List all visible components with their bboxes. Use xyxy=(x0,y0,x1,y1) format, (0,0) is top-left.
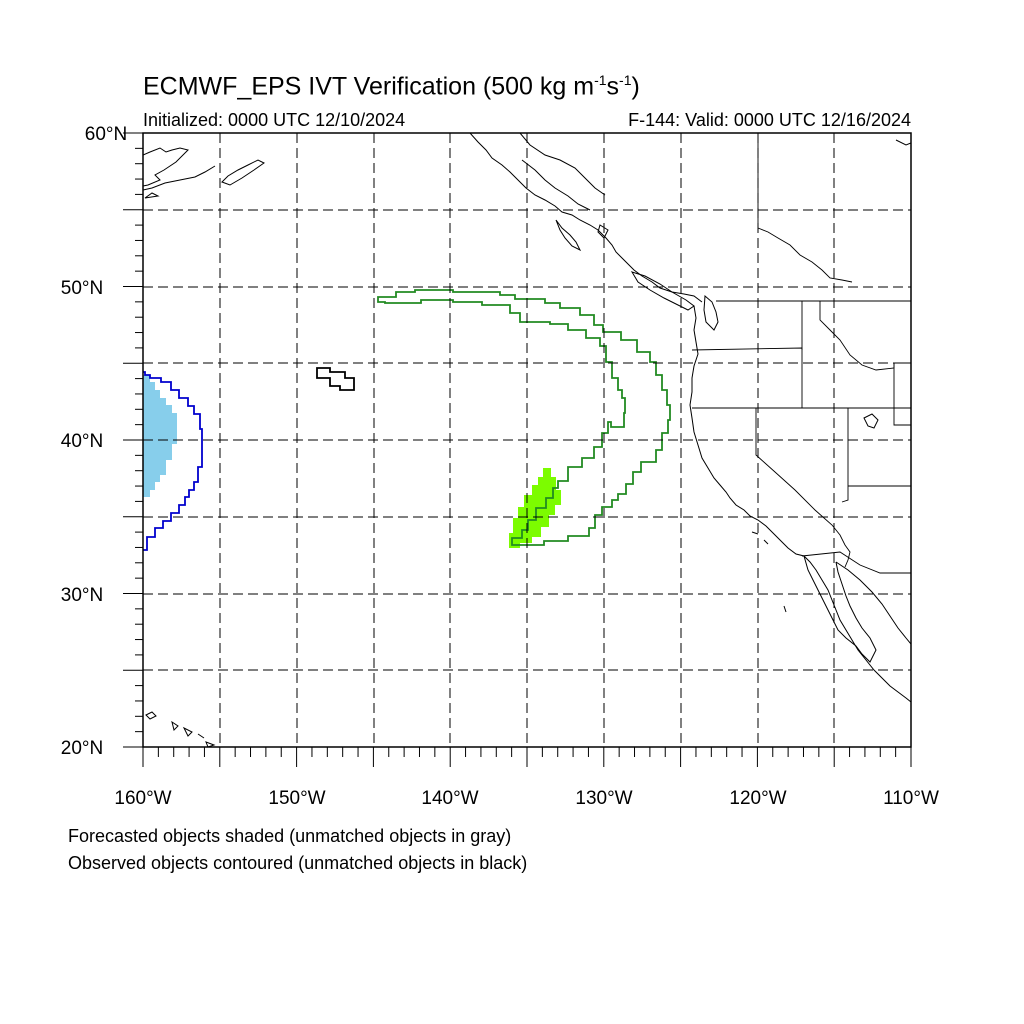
lon-label-160w: 160°W xyxy=(114,788,171,809)
lat-label-50: 50°N xyxy=(61,278,103,299)
observed-object-unmatched-contour xyxy=(316,367,355,391)
legend-note-forecast: Forecasted objects shaded (unmatched obj… xyxy=(68,826,512,846)
coastlines xyxy=(143,133,911,747)
valid-time-label: F-144: Valid: 0000 UTC 12/16/2024 xyxy=(628,110,911,130)
lat-label-30: 30°N xyxy=(61,585,103,606)
lat-label-20: 20°N xyxy=(61,738,103,759)
lon-label-120w: 120°W xyxy=(729,788,786,809)
map-title: ECMWF_EPS IVT Verification (500 kg m-1s-… xyxy=(143,72,640,101)
forecast-object-green xyxy=(509,468,561,548)
observed-object-blue-contour xyxy=(143,371,203,551)
lat-label-60: 60°N xyxy=(85,124,127,145)
lon-label-130w: 130°W xyxy=(575,788,632,809)
initialized-label: Initialized: 0000 UTC 12/10/2024 xyxy=(143,110,406,130)
latitude-labels: 60°N 50°N 40°N 30°N 20°N xyxy=(61,124,127,759)
graticule xyxy=(143,133,911,747)
forecast-object-blue xyxy=(143,375,177,497)
lon-label-110w: 110°W xyxy=(883,788,939,809)
axis-ticks xyxy=(123,132,912,767)
observed-object-green-contour xyxy=(377,289,671,546)
lat-label-40: 40°N xyxy=(61,431,103,452)
legend-note-observed: Observed objects contoured (unmatched ob… xyxy=(68,853,528,873)
political-boundaries xyxy=(691,133,911,574)
longitude-labels: 160°W 150°W 140°W 130°W 120°W 110°W xyxy=(114,788,939,809)
lon-label-140w: 140°W xyxy=(421,788,478,809)
lon-label-150w: 150°W xyxy=(268,788,325,809)
